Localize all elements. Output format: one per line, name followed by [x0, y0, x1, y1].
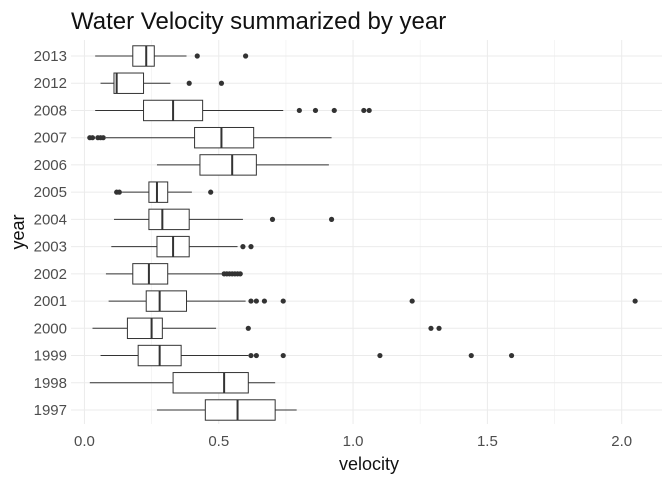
y-tick-label: 2002 [34, 266, 67, 283]
box-2012 [100, 72, 225, 94]
y-tick-label: 2012 [34, 75, 67, 92]
box-2000 [92, 317, 442, 340]
outlier-point [280, 352, 286, 359]
iqr-box [148, 208, 190, 231]
outlier-point [253, 298, 259, 304]
outlier-point [240, 244, 246, 250]
outlier-point [377, 352, 383, 359]
box-2013 [95, 45, 249, 67]
boxplot-series [87, 45, 638, 421]
iqr-box [126, 317, 163, 340]
outlier-point [253, 352, 259, 359]
x-tick-labels: 0.0 0.5 1.0 1.5 2.0 [74, 433, 632, 450]
iqr-box [113, 72, 145, 94]
outlier-point [89, 135, 96, 141]
outlier-point [208, 189, 214, 195]
outlier-point [328, 216, 335, 222]
y-tick-label: 2000 [34, 320, 67, 337]
outlier-point [296, 107, 302, 114]
x-tick-label: 0.5 [208, 433, 229, 450]
outlier-point [248, 298, 254, 304]
iqr-box [204, 399, 276, 421]
y-tick-label: 2005 [34, 184, 67, 201]
box-2003 [111, 235, 254, 258]
box-1997 [156, 399, 297, 421]
outlier-point [508, 352, 515, 359]
y-axis-title: year [8, 214, 28, 249]
outlier-point [632, 298, 638, 304]
y-tick-labels: 1997 1998 1999 2000 2001 2002 2003 2004 2005 2006… [34, 48, 67, 419]
box-2007 [87, 126, 332, 149]
outlier-point [100, 135, 106, 141]
outlier-point [186, 80, 192, 86]
iqr-box [194, 126, 255, 149]
iqr-box [199, 154, 257, 176]
outlier-point [243, 53, 249, 59]
y-tick-label: 2004 [34, 211, 67, 228]
x-axis-title: velocity [339, 454, 399, 474]
iqr-box [132, 263, 169, 285]
y-tick-label: 2007 [34, 130, 67, 147]
outlier-point [248, 352, 254, 359]
outlier-point [331, 107, 337, 114]
iqr-box [145, 290, 188, 312]
y-tick-label: 2006 [34, 157, 67, 174]
outlier-point [436, 325, 442, 331]
iqr-box [132, 45, 155, 67]
outlier-point [218, 80, 225, 86]
box-2006 [156, 154, 329, 176]
box-1998 [89, 372, 276, 394]
outlier-point [361, 107, 367, 114]
y-tick-label: 2013 [34, 48, 67, 65]
x-tick-label: 1.5 [477, 433, 498, 450]
outlier-point [409, 298, 415, 304]
x-tick-label: 2.0 [611, 433, 632, 450]
box-2005 [114, 181, 214, 203]
box-2008 [95, 99, 372, 122]
x-tick-label: 1.0 [343, 433, 364, 450]
y-tick-label: 1997 [34, 402, 67, 419]
grid-lines [71, 40, 662, 424]
outlier-point [248, 244, 254, 250]
y-tick-label: 2008 [34, 102, 67, 119]
outlier-point [312, 107, 319, 114]
chart-title: Water Velocity summarized by year [71, 8, 446, 35]
outlier-point [194, 53, 200, 59]
outlier-point [245, 325, 251, 331]
box-2001 [108, 290, 638, 312]
outlier-point [280, 298, 286, 304]
box-1999 [100, 344, 515, 367]
y-tick-label: 2003 [34, 239, 67, 256]
outlier-point [116, 189, 122, 195]
outlier-point [269, 216, 276, 222]
box-2002 [105, 263, 243, 285]
y-tick-label: 1998 [34, 375, 67, 392]
outlier-point [468, 352, 474, 359]
outlier-point [261, 298, 268, 304]
outlier-point [428, 325, 434, 331]
outlier-point [237, 271, 243, 277]
iqr-box [148, 181, 169, 203]
y-tick-label: 2001 [34, 293, 67, 310]
y-tick-label: 1999 [34, 348, 67, 365]
outlier-point [366, 107, 372, 114]
box-2004 [113, 208, 335, 231]
x-tick-label: 0.0 [74, 433, 95, 450]
iqr-box [172, 372, 249, 394]
